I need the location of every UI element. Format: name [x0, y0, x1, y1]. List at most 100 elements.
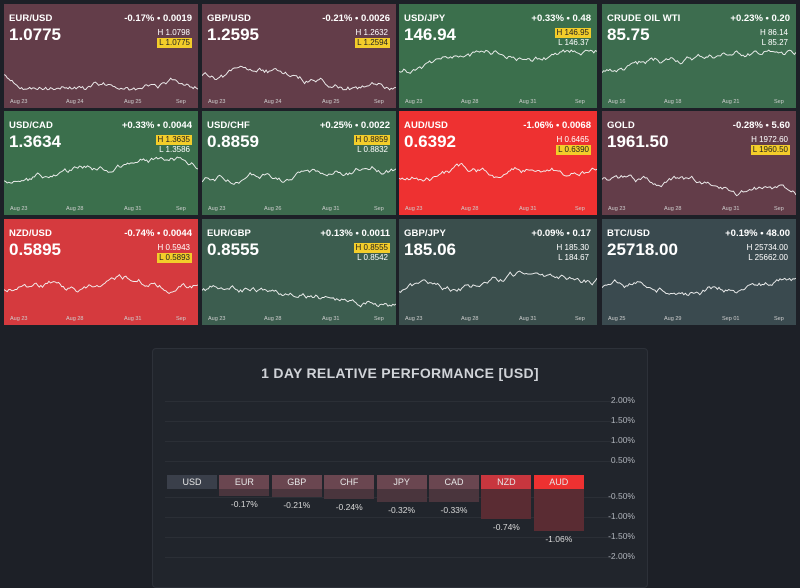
tile-date-label: Sep 01: [722, 316, 740, 322]
tile-date-label: Aug 31: [722, 206, 740, 212]
tile-date-label: Aug 23: [208, 99, 226, 105]
tile-low: L 25662.00: [748, 253, 788, 262]
currency-label-gbp: GBP: [271, 475, 322, 489]
y-axis-label: -1.50%: [608, 531, 635, 541]
sparkline-path: [399, 270, 597, 293]
tile-symbol: EUR/GBP: [207, 228, 251, 239]
tile-date-label: Aug 23: [208, 206, 226, 212]
tile-date-label: Aug 16: [608, 99, 626, 105]
performance-value: -1.06%: [545, 534, 573, 545]
tile-low: L 0.8542: [357, 253, 388, 262]
tile-date-label: Sep: [176, 206, 186, 212]
tile-high: H 0.8859: [353, 135, 390, 145]
tile-price: 0.8859: [207, 132, 259, 151]
tile-low: L 184.67: [558, 253, 589, 262]
tile-change: +0.33% • 0.48: [531, 13, 591, 24]
tile-high: H 25734.00: [746, 243, 788, 252]
tile-date-label: Aug 25: [608, 316, 626, 322]
tile-date-label: Aug 31: [124, 206, 142, 212]
performance-value: -0.24%: [335, 501, 363, 512]
grid-line: [165, 557, 623, 558]
tile-date-label: Aug 29: [664, 316, 682, 322]
tile-date-label: Sep: [575, 316, 585, 322]
market-tile-btc-usd[interactable]: BTC/USD +0.19% • 48.00 25718.00 H 25734.00 L…: [602, 219, 796, 325]
market-tile-usd-cad[interactable]: USD/CAD +0.33% • 0.0044 1.3634 H 1.3635 L 1.…: [4, 111, 198, 215]
performance-bar-aud: [533, 489, 584, 532]
tile-date-label: Sep: [176, 99, 186, 105]
performance-value: -0.32%: [388, 504, 416, 515]
tile-sparkline: [602, 49, 796, 73]
market-tile-aud-usd[interactable]: AUD/USD -1.06% • 0.0068 0.6392 H 0.6465 L 0.…: [399, 111, 597, 215]
y-axis-label: 1.00%: [610, 435, 635, 445]
grid-line: [165, 537, 623, 538]
relative-performance-panel: 1 DAY RELATIVE PERFORMANCE [USD] 2.00% 1.…: [152, 348, 648, 588]
tile-price: 1.0775: [9, 25, 61, 44]
tile-sparkline: [602, 277, 796, 296]
tile-date-label: Aug 23: [608, 206, 626, 212]
tile-price: 25718.00: [607, 240, 678, 259]
tile-change: +0.13% • 0.0011: [320, 228, 390, 239]
performance-bar-nzd: [481, 489, 532, 519]
market-tile-eur-gbp[interactable]: EUR/GBP +0.13% • 0.0011 0.8555 H 0.8555 L 0.…: [202, 219, 396, 325]
tile-date-label: Aug 23: [208, 316, 226, 322]
market-tile-usd-chf[interactable]: USD/CHF +0.25% • 0.0022 0.8859 H 0.8859 L 0.…: [202, 111, 396, 215]
sparkline-path: [602, 174, 796, 197]
tile-sparkline: [202, 165, 396, 185]
tile-price: 1961.50: [607, 132, 669, 151]
tile-price: 146.94: [404, 25, 456, 44]
market-tile-usd-jpy[interactable]: USD/JPY +0.33% • 0.48 146.94 H 146.95 L 146.…: [399, 4, 597, 108]
tile-date-label: Aug 18: [664, 99, 682, 105]
tile-high: H 0.8555: [353, 243, 390, 253]
tile-date-label: Aug 31: [124, 316, 142, 322]
market-tile-crude-oil-wti[interactable]: CRUDE OIL WTI +0.23% • 0.20 85.75 H 86.14 L …: [602, 4, 796, 108]
sparkline-path: [399, 162, 597, 182]
market-tile-nzd-usd[interactable]: NZD/USD -0.74% • 0.0044 0.5895 H 0.5943 L 0.…: [4, 219, 198, 325]
tile-change: -1.06% • 0.0068: [523, 120, 591, 131]
market-tile-gbp-usd[interactable]: GBP/USD -0.21% • 0.0026 1.2595 H 1.2632 L 1.…: [202, 4, 396, 108]
tile-date-label: Sep: [374, 316, 384, 322]
tile-symbol: GBP/USD: [207, 13, 251, 24]
tile-symbol: GOLD: [607, 120, 635, 131]
tile-change: +0.23% • 0.20: [730, 13, 790, 24]
tile-date-label: Aug 31: [322, 316, 340, 322]
tile-high: H 1972.60: [751, 135, 788, 144]
tile-date-label: Aug 21: [722, 99, 740, 105]
tile-sparkline: [4, 74, 198, 91]
performance-value: -0.33%: [440, 505, 468, 516]
tile-sparkline: [4, 156, 198, 184]
tile-change: -0.28% • 5.60: [732, 120, 790, 131]
tile-date-label: Sep: [774, 316, 784, 322]
tile-sparkline: [399, 162, 597, 182]
tile-low: L 1.0775: [157, 38, 192, 48]
tile-change: -0.74% • 0.0044: [124, 228, 192, 239]
tile-date-label: Aug 24: [66, 99, 84, 105]
tile-high: H 1.3635: [155, 135, 192, 145]
tile-sparkline: [399, 49, 597, 74]
tile-date-label: Sep: [774, 99, 784, 105]
tile-high: H 1.2632: [355, 28, 388, 37]
market-tile-gold[interactable]: GOLD -0.28% • 5.60 1961.50 H 1972.60 L 1960.…: [602, 111, 796, 215]
currency-label-jpy: JPY: [376, 475, 427, 489]
tile-low: L 1.2594: [355, 38, 390, 48]
tile-change: -0.17% • 0.0019: [124, 13, 192, 24]
tile-date-label: Aug 28: [461, 99, 479, 105]
tile-date-label: Aug 23: [10, 316, 28, 322]
tile-date-label: Aug 28: [264, 316, 282, 322]
y-axis-label: 0.50%: [610, 455, 635, 465]
y-axis-label: -2.00%: [608, 551, 635, 561]
currency-label-eur: EUR: [219, 475, 270, 489]
tile-date-label: Sep: [374, 99, 384, 105]
tile-low: L 0.8832: [357, 145, 388, 154]
market-tile-eur-usd[interactable]: EUR/USD -0.17% • 0.0019 1.0775 H 1.0798 L 1.…: [4, 4, 198, 108]
tile-change: +0.09% • 0.17: [531, 228, 591, 239]
performance-bar-cad: [429, 489, 479, 503]
market-tile-gbp-jpy[interactable]: GBP/JPY +0.09% • 0.17 185.06 H 185.30 L 184.…: [399, 219, 597, 325]
performance-bar-eur: [219, 489, 270, 496]
currency-label-chf: CHF: [324, 475, 375, 489]
tile-change: +0.19% • 48.00: [725, 228, 790, 239]
grid-line: [165, 421, 623, 422]
performance-bar-chf: [324, 489, 375, 499]
tile-low: L 146.37: [558, 38, 589, 47]
tile-symbol: CRUDE OIL WTI: [607, 13, 681, 24]
tile-symbol: GBP/JPY: [404, 228, 446, 239]
